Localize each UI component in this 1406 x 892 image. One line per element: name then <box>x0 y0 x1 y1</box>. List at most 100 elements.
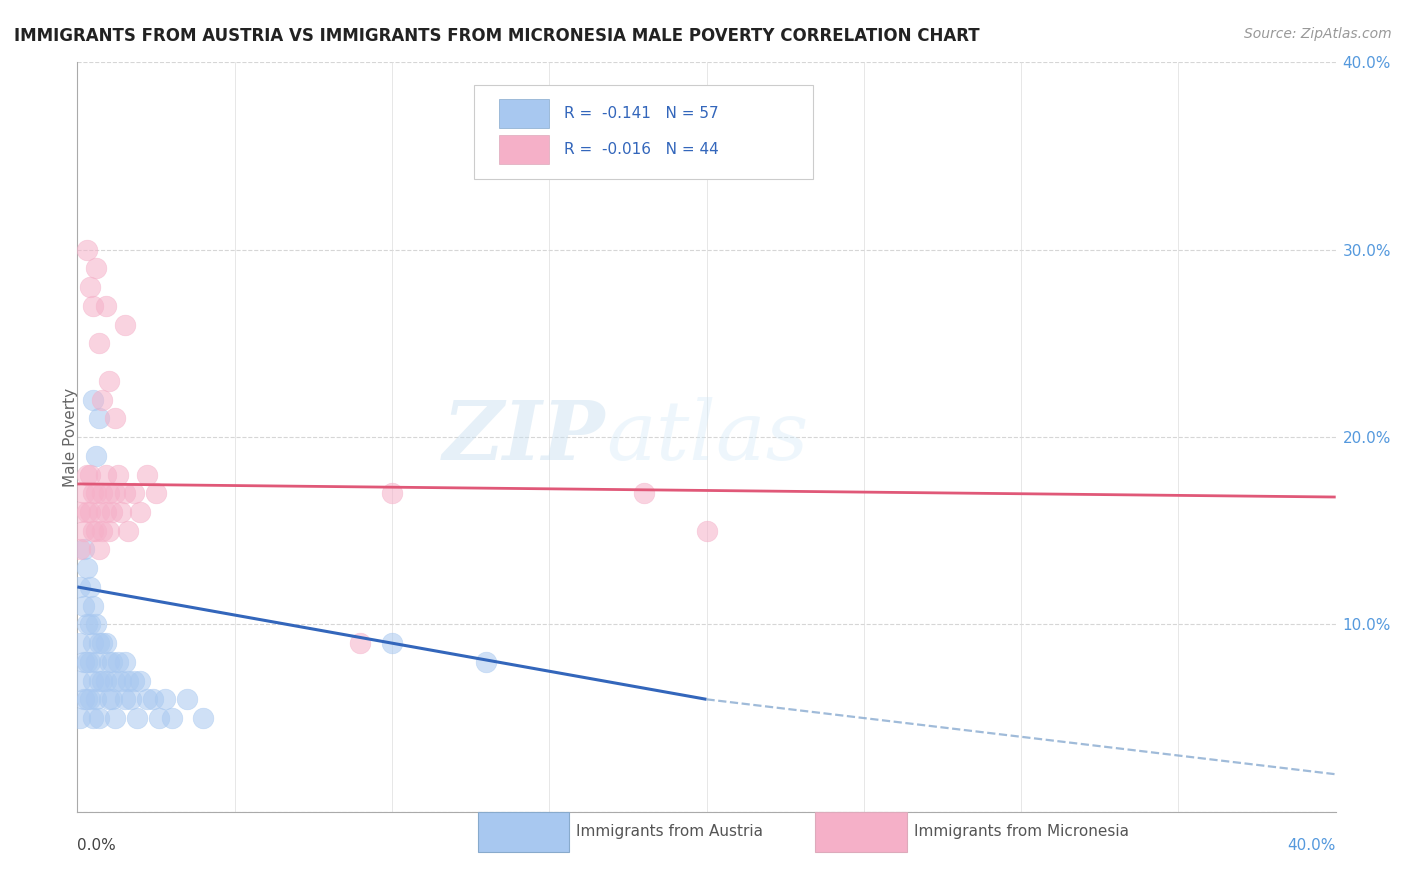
Point <box>101 692 124 706</box>
Point <box>349 636 371 650</box>
Point <box>94 299 117 313</box>
Text: R =  -0.141   N = 57: R = -0.141 N = 57 <box>564 106 718 121</box>
Point <box>79 617 101 632</box>
Point <box>82 299 104 313</box>
Point <box>104 486 127 500</box>
Text: 40.0%: 40.0% <box>1288 838 1336 854</box>
Point <box>94 467 117 482</box>
Point <box>79 655 101 669</box>
Point <box>82 486 104 500</box>
Point <box>191 711 215 725</box>
Point <box>89 336 111 351</box>
Point <box>94 636 117 650</box>
Point <box>82 673 104 688</box>
Point <box>696 524 718 538</box>
Point <box>114 318 136 332</box>
Point <box>97 486 120 500</box>
Point <box>69 636 91 650</box>
Point <box>142 692 165 706</box>
Point <box>91 636 114 650</box>
Point <box>110 673 132 688</box>
Point <box>76 617 98 632</box>
Point <box>84 692 107 706</box>
Point <box>89 673 111 688</box>
Point <box>76 692 98 706</box>
Point <box>160 711 183 725</box>
Point <box>633 486 655 500</box>
Point <box>69 580 91 594</box>
Point <box>475 655 498 669</box>
Point <box>82 392 104 407</box>
Point <box>79 505 101 519</box>
Point <box>72 692 94 706</box>
Point <box>69 542 91 557</box>
Point <box>114 692 136 706</box>
Point <box>76 505 98 519</box>
Point <box>91 392 114 407</box>
Point <box>82 599 104 613</box>
Point <box>94 505 117 519</box>
Point <box>76 467 98 482</box>
Point <box>89 636 111 650</box>
Text: 0.0%: 0.0% <box>77 838 117 854</box>
Y-axis label: Male Poverty: Male Poverty <box>63 387 77 487</box>
Point <box>97 655 120 669</box>
Point <box>107 467 129 482</box>
Point <box>82 524 104 538</box>
Point <box>72 486 94 500</box>
Point <box>69 711 91 725</box>
Text: Immigrants from Austria: Immigrants from Austria <box>576 824 763 839</box>
Point <box>69 505 91 519</box>
Point <box>82 711 104 725</box>
Point <box>101 655 124 669</box>
Point <box>79 580 101 594</box>
Point <box>114 655 136 669</box>
Text: Source: ZipAtlas.com: Source: ZipAtlas.com <box>1244 27 1392 41</box>
Point <box>79 467 101 482</box>
Point <box>84 449 107 463</box>
Point <box>84 486 107 500</box>
Point <box>135 692 157 706</box>
Text: Immigrants from Micronesia: Immigrants from Micronesia <box>914 824 1129 839</box>
Point <box>76 561 98 575</box>
FancyBboxPatch shape <box>499 99 550 128</box>
Point <box>72 524 94 538</box>
Point <box>72 542 94 557</box>
Point <box>127 711 149 725</box>
Point <box>76 655 98 669</box>
Point <box>69 673 91 688</box>
Point <box>114 486 136 500</box>
Point <box>104 711 127 725</box>
Point <box>176 692 198 706</box>
Point <box>79 692 101 706</box>
Point <box>84 617 107 632</box>
Point <box>84 655 107 669</box>
Point <box>148 711 170 725</box>
Point <box>155 692 177 706</box>
Text: IMMIGRANTS FROM AUSTRIA VS IMMIGRANTS FROM MICRONESIA MALE POVERTY CORRELATION C: IMMIGRANTS FROM AUSTRIA VS IMMIGRANTS FR… <box>14 27 980 45</box>
Text: atlas: atlas <box>606 397 808 477</box>
Point <box>76 243 98 257</box>
Point <box>94 673 117 688</box>
Point <box>104 673 127 688</box>
Point <box>107 655 129 669</box>
Point <box>381 636 404 650</box>
Point <box>82 636 104 650</box>
Point <box>110 505 132 519</box>
Point <box>89 711 111 725</box>
Point <box>97 692 120 706</box>
Point <box>84 261 107 276</box>
Point <box>117 673 139 688</box>
Text: ZIP: ZIP <box>443 397 606 477</box>
Point <box>381 486 404 500</box>
Point <box>97 374 120 388</box>
Point <box>89 542 111 557</box>
Point <box>129 505 152 519</box>
Point <box>91 673 114 688</box>
FancyBboxPatch shape <box>499 135 550 163</box>
Point <box>122 673 145 688</box>
Point <box>135 467 157 482</box>
Point <box>101 505 124 519</box>
Text: R =  -0.016   N = 44: R = -0.016 N = 44 <box>564 142 718 157</box>
Point <box>89 411 111 425</box>
